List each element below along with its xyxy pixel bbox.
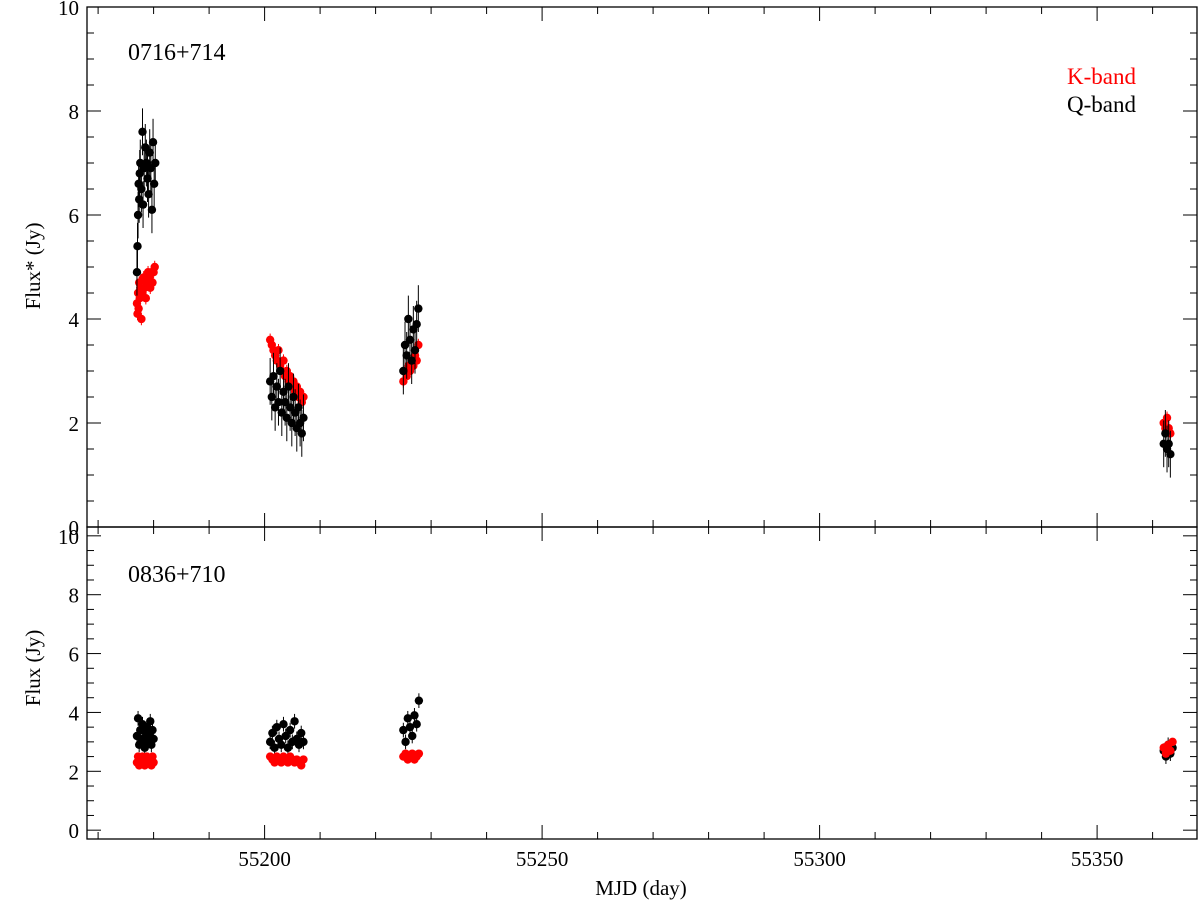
data-point-q-band xyxy=(132,268,142,277)
plot-frame-bottom xyxy=(86,526,1198,840)
data-point-q-band xyxy=(289,392,298,402)
data-point-q-band xyxy=(399,366,408,376)
data-point-q-band xyxy=(275,366,285,376)
panel-label-top: 0716+714 xyxy=(128,40,226,66)
legend: K-band Q-band xyxy=(1067,64,1136,117)
data-point-k-band xyxy=(414,749,424,758)
data-point-k-band xyxy=(299,755,308,764)
y-tick-label: 10 xyxy=(58,0,79,20)
y-tick-label: 0 xyxy=(69,516,80,540)
data-point-q-band xyxy=(297,728,306,738)
data-point-q-band xyxy=(144,190,153,199)
data-point-q-band xyxy=(414,696,424,705)
y-tick-label: 0 xyxy=(69,819,80,843)
ylabel-top: Flux* (Jy) xyxy=(21,223,45,310)
data-marks-bottom xyxy=(132,693,1177,770)
x-tick-label: 55200 xyxy=(238,847,291,871)
data-point-q-band xyxy=(279,720,288,729)
y-tick-label: 6 xyxy=(69,204,80,228)
panel-0836-710: 0836+710 Flux (Jy) MJD (day) 0 2 4 6 8 10 5520… xyxy=(21,525,1198,900)
y-tick-label: 8 xyxy=(69,100,80,124)
data-point-q-band xyxy=(412,320,421,329)
data-point-q-band xyxy=(147,205,157,214)
data-point-q-band xyxy=(287,418,296,428)
axis-ticks-bottom: 0 2 4 6 8 10 55200 55250 55300 55350 xyxy=(58,525,1197,871)
data-point-q-band xyxy=(407,356,416,365)
plot-frame-top xyxy=(86,6,1198,528)
x-tick-label: 55350 xyxy=(1071,847,1124,871)
data-point-q-band xyxy=(270,743,279,752)
panel-label-bottom: 0836+710 xyxy=(128,562,226,588)
data-point-q-band xyxy=(408,731,417,741)
data-point-q-band xyxy=(148,725,157,735)
data-point-k-band xyxy=(141,294,151,303)
data-point-q-band xyxy=(268,728,277,738)
data-point-k-band xyxy=(148,278,157,287)
data-point-q-band xyxy=(401,737,410,747)
data-point-q-band xyxy=(143,174,152,183)
data-point-k-band xyxy=(1166,746,1175,755)
data-point-q-band xyxy=(1166,450,1175,459)
data-point-k-band xyxy=(279,356,288,365)
y-tick-label: 8 xyxy=(69,584,80,608)
data-point-q-band xyxy=(145,148,154,157)
y-tick-label: 4 xyxy=(69,308,80,332)
data-point-q-band xyxy=(272,722,282,732)
xlabel: MJD (day) xyxy=(595,876,687,900)
data-point-q-band xyxy=(138,200,148,209)
data-point-q-band xyxy=(282,413,291,422)
panel-0716-714: 0716+714 Flux* (Jy) K-band Q-band 0 2 4 6 8 1… xyxy=(21,0,1198,540)
legend-entry-k-band: K-band xyxy=(1067,64,1136,89)
data-point-q-band xyxy=(138,127,147,136)
data-point-q-band xyxy=(269,372,278,381)
data-point-q-band xyxy=(149,179,159,188)
data-point-q-band xyxy=(404,314,413,324)
data-point-q-band xyxy=(151,158,160,168)
data-point-q-band xyxy=(290,717,299,726)
data-point-q-band xyxy=(414,304,423,313)
data-point-q-band xyxy=(283,743,293,752)
data-point-q-band xyxy=(274,398,283,407)
x-tick-label: 55250 xyxy=(516,847,569,871)
data-point-k-band xyxy=(137,314,146,324)
data-point-k-band xyxy=(150,262,159,272)
data-point-k-band xyxy=(1168,737,1177,747)
data-marks-top xyxy=(132,108,1175,478)
data-point-q-band xyxy=(133,242,142,251)
data-point-q-band xyxy=(299,413,308,422)
y-tick-label: 2 xyxy=(69,412,80,436)
data-point-q-band xyxy=(410,711,419,720)
data-point-q-band xyxy=(1164,439,1173,448)
data-point-q-band xyxy=(402,351,411,360)
data-point-q-band xyxy=(281,731,290,741)
data-point-q-band xyxy=(149,734,158,744)
data-point-q-band xyxy=(284,382,293,391)
y-tick-label: 4 xyxy=(69,701,80,725)
data-point-q-band xyxy=(297,429,306,438)
y-tick-label: 10 xyxy=(58,525,79,549)
data-point-q-band xyxy=(277,740,286,750)
data-point-q-band xyxy=(133,210,143,220)
data-point-q-band xyxy=(133,714,143,723)
x-tick-label: 55300 xyxy=(793,847,846,871)
data-point-q-band xyxy=(148,138,158,147)
data-point-q-band xyxy=(299,737,308,747)
y-tick-label: 2 xyxy=(69,760,80,784)
data-point-k-band xyxy=(134,304,143,313)
data-point-q-band xyxy=(412,720,421,729)
data-point-q-band xyxy=(285,725,295,735)
data-point-k-band xyxy=(149,758,158,767)
ylabel-bottom: Flux (Jy) xyxy=(21,630,45,706)
legend-entry-q-band: Q-band xyxy=(1067,92,1136,117)
data-point-q-band xyxy=(146,717,155,726)
data-point-q-band xyxy=(399,725,408,735)
axis-ticks-top: 0 2 4 6 8 10 xyxy=(58,0,1197,540)
y-tick-label: 6 xyxy=(69,643,80,667)
data-point-q-band xyxy=(410,346,420,355)
data-point-k-band xyxy=(274,346,283,355)
